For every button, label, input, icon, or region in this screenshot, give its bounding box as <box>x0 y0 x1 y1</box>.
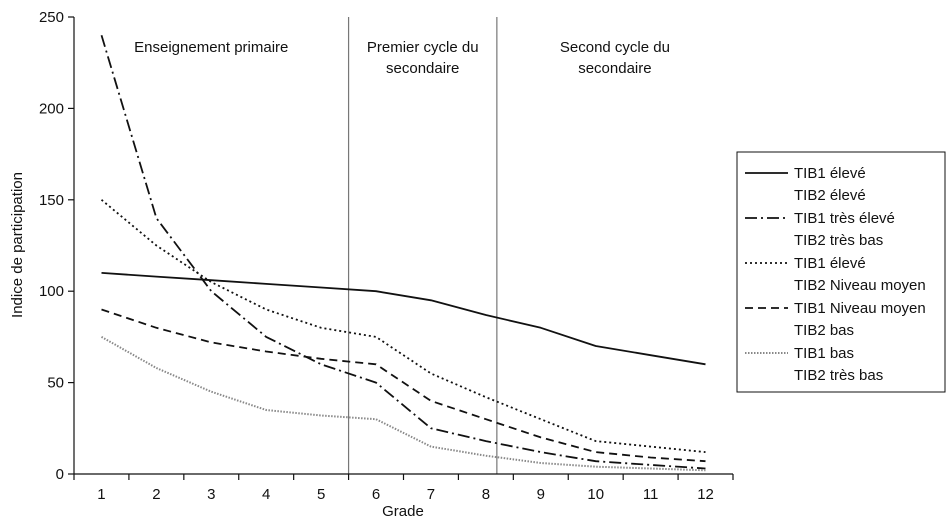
section-label: secondaire <box>578 60 651 77</box>
section-label: Second cycle du <box>560 39 670 56</box>
x-tick-label: 5 <box>317 486 325 503</box>
series-line-1 <box>101 272 706 366</box>
legend-label: TIB1 Niveau moyen <box>794 300 926 317</box>
y-tick-label: 250 <box>39 9 64 26</box>
series-line-2 <box>100 35 706 470</box>
x-tick-label: 7 <box>427 486 435 503</box>
y-tick-label: 50 <box>47 375 64 392</box>
section-annotations: Enseignement primaire Premier cycle du sec… <box>134 17 670 474</box>
x-tick-label: 6 <box>372 486 380 503</box>
x-tick-label: 12 <box>697 486 714 503</box>
series-line-3 <box>100 199 706 453</box>
y-tick-label: 200 <box>39 100 64 117</box>
series-line-4 <box>101 308 706 463</box>
series-line-5 <box>101 336 706 472</box>
legend-label: TIB1 élevé <box>794 255 866 272</box>
x-axis-title: Grade <box>382 503 424 520</box>
legend: TIB1 élevé TIB2 élevé TIB1 très élevé TIB2 … <box>736 151 946 393</box>
series-lines <box>100 35 706 472</box>
legend-label: TIB2 très bas <box>794 367 883 384</box>
legend-label: TIB2 bas <box>794 322 854 339</box>
y-tick-label: 100 <box>39 283 64 300</box>
y-tick-label: 0 <box>56 466 64 483</box>
x-tick-label: 10 <box>587 486 604 503</box>
section-label: Enseignement primaire <box>134 39 288 56</box>
x-tick-label: 11 <box>643 486 659 503</box>
legend-label: TIB2 très bas <box>794 232 883 249</box>
legend-label: TIB1 élevé <box>794 165 866 182</box>
y-axis-title: Indice de participation <box>9 172 26 318</box>
section-label: secondaire <box>386 60 459 77</box>
x-axis-ticks: 1 2 3 4 5 6 7 8 9 10 11 12 <box>73 474 734 503</box>
legend-box <box>736 151 946 393</box>
x-tick-label: 8 <box>482 486 490 503</box>
y-axis-ticks: 0 50 100 150 200 250 <box>39 9 74 483</box>
y-tick-label: 150 <box>39 192 64 209</box>
legend-label: TIB1 très élevé <box>794 210 895 227</box>
x-tick-label: 1 <box>97 486 105 503</box>
x-tick-label: 3 <box>207 486 215 503</box>
section-label: Premier cycle du <box>367 39 479 56</box>
legend-label: TIB2 élevé <box>794 187 866 204</box>
x-tick-label: 9 <box>537 486 545 503</box>
x-tick-label: 2 <box>152 486 160 503</box>
legend-label: TIB1 bas <box>794 345 854 362</box>
legend-label: TIB2 Niveau moyen <box>794 277 926 294</box>
x-tick-label: 4 <box>262 486 270 503</box>
